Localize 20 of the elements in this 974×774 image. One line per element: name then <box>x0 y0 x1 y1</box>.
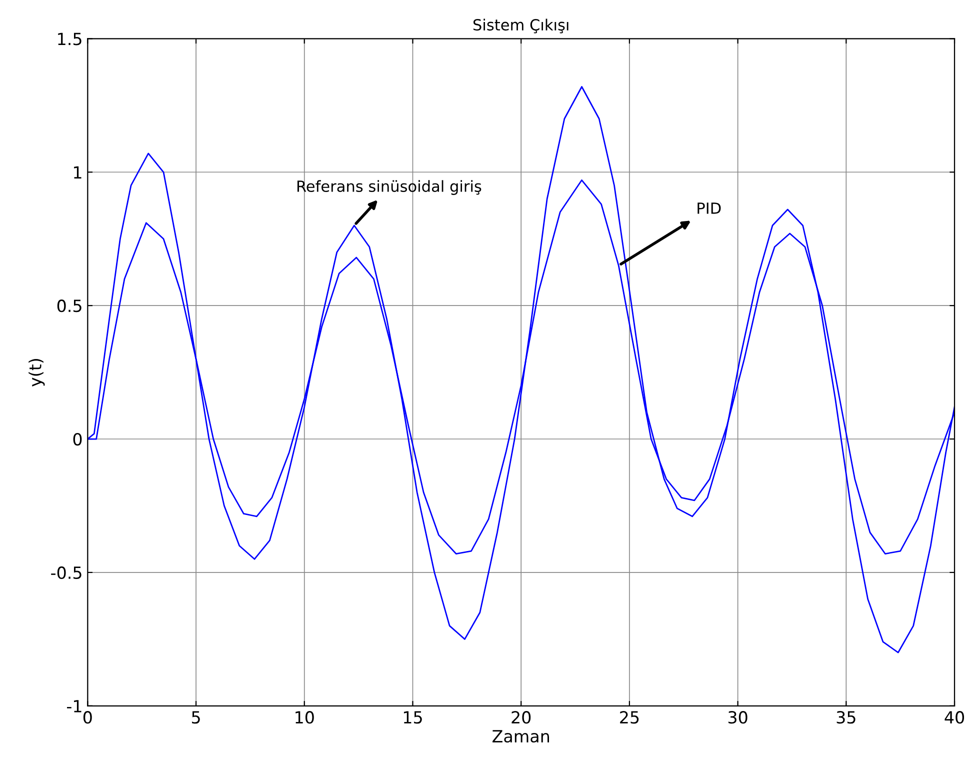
y-tick-label: 0.5 <box>57 300 82 312</box>
y-tick-label: 0 <box>73 432 82 446</box>
y-tick-label: 1 <box>74 166 82 178</box>
y-tick-label: -0.5 <box>51 566 82 580</box>
chart-title: Sistem Çıkışı <box>473 18 568 34</box>
annotation: Referans sinüsoidal giriş <box>297 180 482 195</box>
x-tick-label: 15 <box>404 711 422 724</box>
x-tick-label: 10 <box>296 711 314 724</box>
y-axis-title: y(t) <box>28 359 45 386</box>
x-tick-label: 20 <box>512 711 531 724</box>
x-tick-label: 30 <box>728 711 748 724</box>
x-tick-label: 35 <box>836 711 856 724</box>
x-tick-label: 0 <box>83 711 92 724</box>
x-tick-label: 5 <box>192 711 200 724</box>
annotation: PID <box>698 202 721 214</box>
x-axis-title: Zaman <box>492 730 549 743</box>
y-tick-label: 1.5 <box>58 32 82 46</box>
x-tick-label: 25 <box>620 711 639 724</box>
x-tick-label: 40 <box>944 711 964 724</box>
y-tick-label: -1 <box>66 700 82 712</box>
